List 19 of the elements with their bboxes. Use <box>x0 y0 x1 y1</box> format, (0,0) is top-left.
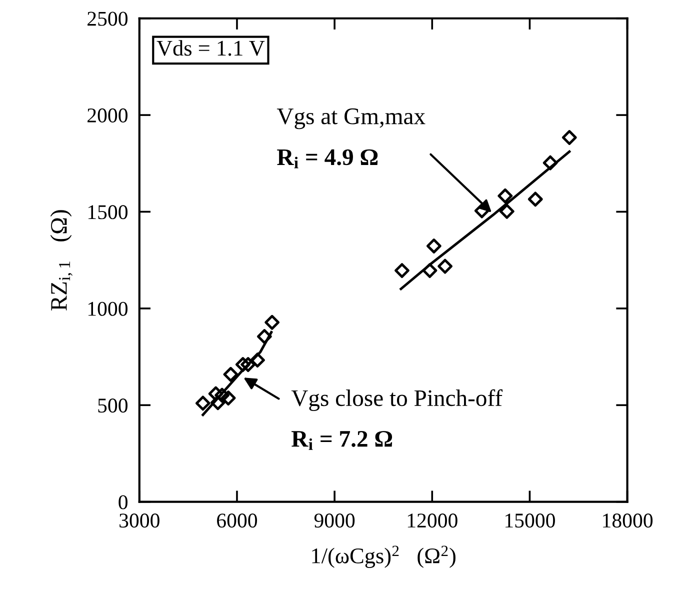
y-tick-label: 1000 <box>88 302 128 316</box>
text: 1/(ωCgs)$^{2}$ (Ω$^{2}$) <box>312 546 456 568</box>
y-tick-label: 1500 <box>88 205 128 220</box>
y-tick-label: 0 <box>118 495 128 510</box>
x-tick-label: 18000 <box>603 514 653 528</box>
x-tick-label: 12000 <box>408 514 458 528</box>
annotation: R$_{i}$ = 4.9 Ω <box>277 149 378 168</box>
x-tick-label: 6000 <box>217 514 258 528</box>
y-tick-label: 2000 <box>88 108 128 122</box>
annotation: Vds = 1.1 V <box>156 40 265 56</box>
annotation: R$_{i}$ = 7.2 Ω <box>292 430 392 450</box>
x-tick-label: 15000 <box>506 514 555 528</box>
y-tick-label: 2500 <box>88 12 128 26</box>
text: RZ$_{i,1}$ (Ω) <box>50 210 72 311</box>
y-tick-label: 500 <box>98 398 128 413</box>
x-tick-label: 3000 <box>120 514 160 528</box>
annotation: Vgs close to Pinch-off <box>291 389 503 411</box>
x-tick-label: 9000 <box>314 514 355 528</box>
annotation: Vgs at Gm,max <box>276 108 426 130</box>
